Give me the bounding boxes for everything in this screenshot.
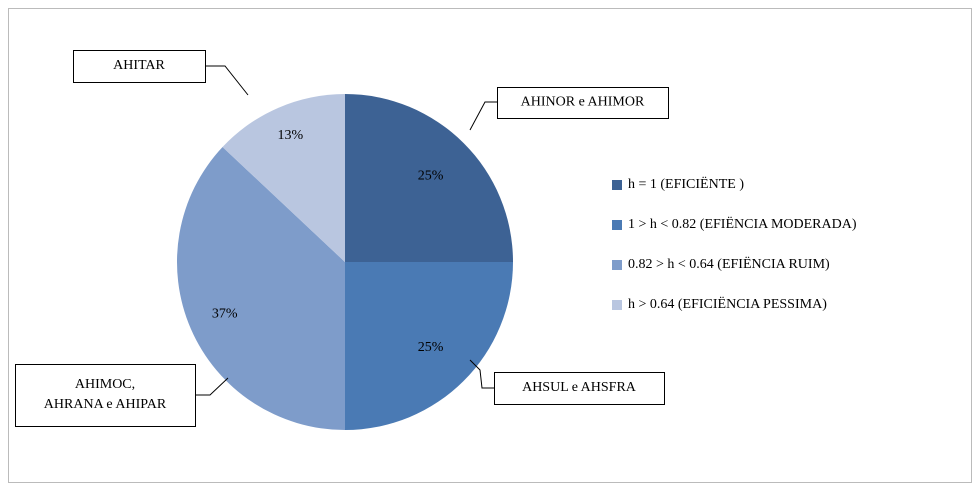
callout-text: AHITAR (113, 58, 165, 73)
data-label: 37% (212, 306, 238, 321)
callout-leader (469, 359, 494, 389)
callout-text: AHINOR e AHIMOR (521, 95, 645, 110)
callout-leader (469, 101, 497, 131)
callout-leader (195, 377, 229, 396)
callout-box (15, 364, 196, 427)
pie-slice (177, 146, 345, 430)
legend-swatch (612, 220, 622, 230)
pie-slice (345, 262, 513, 430)
callout-box (73, 50, 206, 83)
callout-text: AHRANA e AHIPAR (44, 397, 167, 412)
callout-text: AHIMOC, (75, 377, 135, 392)
callout-box (497, 87, 669, 119)
data-label: 25% (418, 340, 444, 355)
pie-slice (345, 94, 513, 262)
legend-label: h = 1 (EFICIËNTE ) (628, 175, 744, 192)
data-label: 25% (418, 169, 444, 184)
callout-leader (205, 65, 249, 96)
legend-label: 1 > h < 0.82 (EFIËNCIA MODERADA) (628, 215, 857, 232)
pie-slice (222, 94, 345, 262)
callout-box (494, 372, 665, 405)
callout-text: AHSUL e AHSFRA (522, 380, 637, 395)
data-label: 13% (277, 128, 303, 143)
legend-label: 0.82 > h < 0.64 (EFIËNCIA RUIM) (628, 255, 830, 272)
legend-label: h > 0.64 (EFICIËNCIA PESSIMA) (628, 295, 827, 312)
legend-swatch (612, 300, 622, 310)
legend-swatch (612, 260, 622, 270)
legend-swatch (612, 180, 622, 190)
